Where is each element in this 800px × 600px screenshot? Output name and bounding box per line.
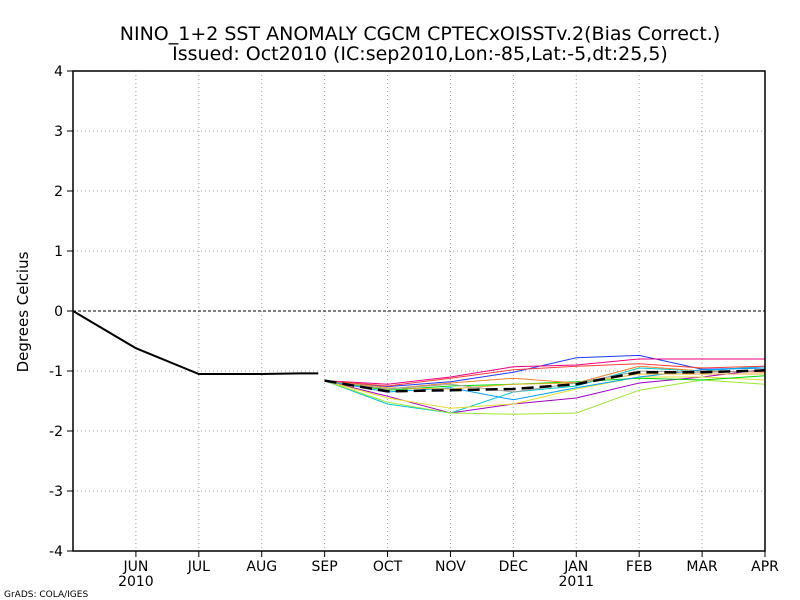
series-line-m5: [324, 379, 766, 415]
y-tick-label: -2: [49, 424, 63, 440]
y-ticks: 4 3 2 1 0 -1 -2 -3 -4: [49, 64, 73, 560]
x-tick-label: FEB: [626, 559, 653, 575]
x-tick-label: MAR: [686, 559, 718, 575]
y-tick-label: 0: [54, 304, 63, 320]
y-tick-label: 1: [54, 244, 63, 260]
footer-credit: GrADS: COLA/IGES: [4, 590, 88, 600]
series-line-m3: [324, 368, 766, 414]
x-tick-label: NOV: [435, 559, 466, 575]
series-line-m12: [324, 363, 766, 387]
y-tick-label: -1: [49, 364, 63, 380]
y-tick-label: -4: [49, 544, 63, 560]
observed-line: [72, 310, 319, 375]
y-tick-label: 4: [54, 64, 63, 80]
ensemble-members: [324, 354, 766, 415]
x-tick-label: DEC: [499, 559, 529, 575]
series-line-m7: [324, 375, 766, 391]
x-year-label: 2011: [558, 574, 594, 590]
x-tick-label: SEP: [312, 559, 338, 575]
x-tick-label: JUL: [187, 559, 210, 575]
x-tick-label: OCT: [373, 559, 403, 575]
y-tick-label: 3: [54, 124, 63, 140]
series-line-m2: [324, 358, 765, 385]
main-lines: [72, 310, 766, 393]
chart-title: NINO_1+2 SST ANOMALY CGCM CPTECxOISSTv.2…: [120, 23, 720, 45]
x-tick-label: AUG: [246, 559, 277, 575]
x-tick-label: JAN: [563, 559, 588, 575]
x-year-label: 2010: [118, 574, 154, 590]
x-tick-label: APR: [751, 559, 779, 575]
chart-subtitle: Issued: Oct2010 (IC:sep2010,Lon:-85,Lat:…: [172, 43, 668, 65]
series-line-m6: [324, 376, 766, 409]
ensemble-mean-line: [324, 369, 766, 393]
y-tick-label: 2: [54, 184, 63, 200]
y-axis-label: Degrees Celcius: [14, 251, 32, 372]
y-tick-label: -3: [49, 484, 63, 500]
x-tick-label: JUN: [122, 559, 148, 575]
